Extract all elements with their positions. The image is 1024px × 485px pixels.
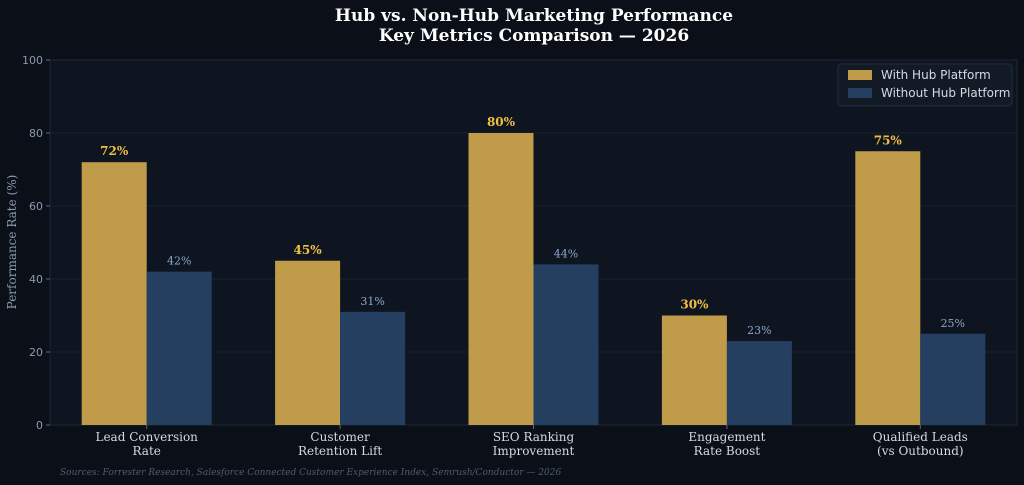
x-category-label: Engagement Rate Boost [688,430,765,458]
bar-without-hub [146,271,212,425]
y-tick-label: 0 [36,419,43,432]
x-category-line: Qualified Leads [873,430,968,444]
legend-box [837,63,1013,107]
bar-without-hub [340,311,406,425]
value-label-without-hub: 44% [554,247,578,260]
y-axis-label: Performance Rate (%) [5,175,19,310]
value-label-with-hub: 30% [680,298,709,312]
bars [81,133,986,425]
x-category-label: Customer Retention Lift [298,430,382,458]
value-label-with-hub: 75% [874,133,903,147]
bar-without-hub [533,264,599,425]
value-label-without-hub: 25% [941,317,965,330]
value-label-without-hub: 23% [747,324,771,337]
value-label-with-hub: 80% [487,115,516,129]
bar-with-hub [275,260,341,425]
value-label-with-hub: 72% [100,144,129,158]
x-category-line: Engagement [688,430,765,444]
x-category-label: Qualified Leads (vs Outbound) [873,430,968,458]
x-category-line: Improvement [493,444,575,458]
x-category-line: Rate Boost [694,444,761,458]
x-category-line: Retention Lift [298,444,382,458]
legend: With Hub Platform Without Hub Platform [837,63,1013,107]
value-label-with-hub: 45% [294,243,323,257]
legend-swatch-with-hub [848,70,872,80]
legend-label-without-hub: Without Hub Platform [881,86,1010,100]
y-tick-label: 60 [29,200,43,213]
x-axis-ticks: Lead Conversion Rate Customer Retention Lif… [95,425,968,458]
x-category-line: SEO Ranking [493,430,575,444]
bar-with-hub [661,315,727,425]
value-labels: 72% 42% 45% 31% 80% 44% 30% 23% 75% 25% [100,115,965,337]
y-tick-label: 20 [29,346,43,359]
bar-with-hub [468,133,534,425]
legend-label-with-hub: With Hub Platform [881,68,991,82]
bar-without-hub [726,341,792,425]
x-category-label: Lead Conversion Rate [95,430,198,458]
x-category-line: Customer [310,430,370,444]
y-tick-label: 80 [29,127,43,140]
x-category-label: SEO Ranking Improvement [493,430,575,458]
x-category-line: Rate [133,444,161,458]
x-category-line: (vs Outbound) [877,444,964,458]
bar-without-hub [920,333,986,425]
source-note: Sources: Forrester Research, Salesforce … [60,468,561,478]
legend-swatch-without-hub [848,88,872,98]
value-label-without-hub: 31% [360,295,384,308]
chart-subtitle: Key Metrics Comparison — 2026 [379,26,689,46]
y-axis-ticks: 0 20 40 60 80 100 [22,54,50,432]
bar-with-hub [855,151,921,425]
y-tick-label: 40 [29,273,43,286]
chart-title: Hub vs. Non-Hub Marketing Performance [335,6,733,26]
x-category-line: Lead Conversion [95,430,198,444]
y-tick-label: 100 [22,54,43,67]
bar-with-hub [81,162,147,425]
value-label-without-hub: 42% [167,255,191,268]
